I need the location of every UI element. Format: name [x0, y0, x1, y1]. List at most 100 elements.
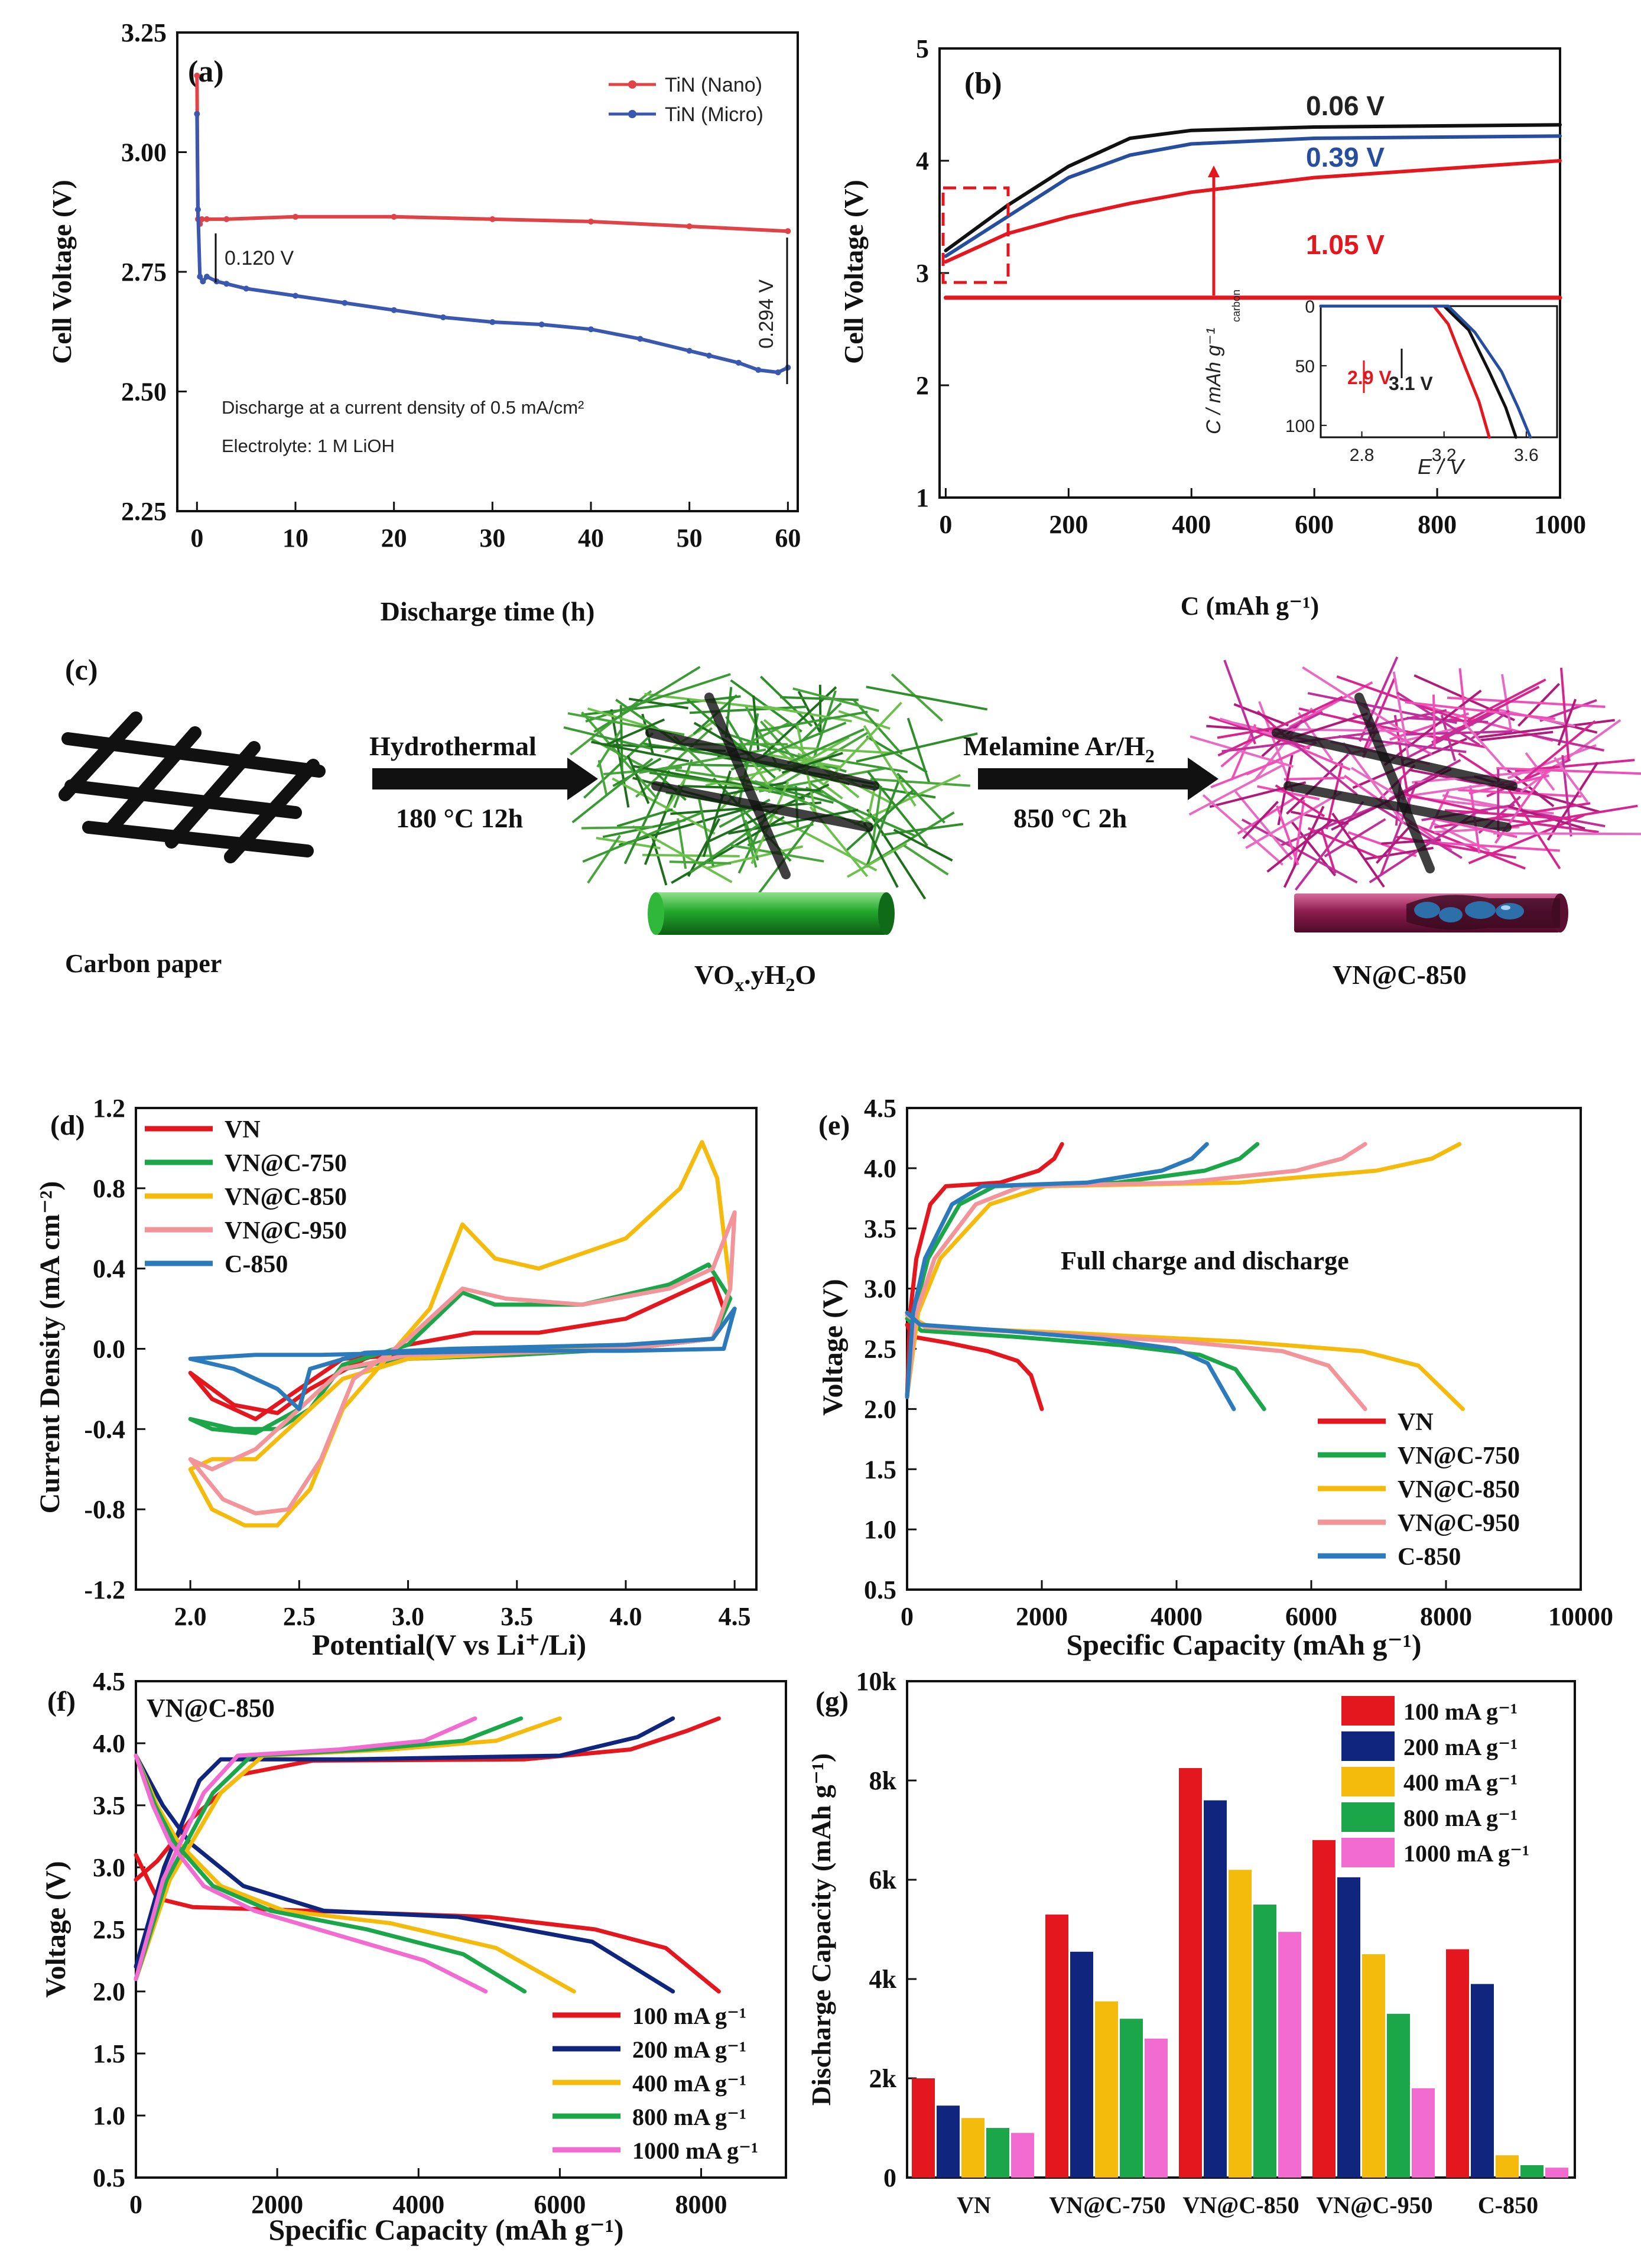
- legend-label-3: 800 mA g⁻¹: [632, 2104, 746, 2130]
- series-point: [440, 314, 446, 320]
- f-series-1-charge: [134, 1716, 675, 1969]
- y-tick-label: -1.2: [84, 1575, 125, 1604]
- vn-nanowire: [1210, 760, 1278, 789]
- bar-VN@C-850-3: [1253, 1905, 1276, 2178]
- x-tick-label: 60: [775, 524, 801, 553]
- panel-b-inset-xlabel: E / V: [1418, 454, 1465, 479]
- vn-nanowire: [1302, 666, 1407, 735]
- vox-nanowire: [670, 801, 822, 815]
- vn-nanowire: [1467, 678, 1546, 722]
- panel-b-xlabel: C (mAh g⁻¹): [1181, 592, 1319, 620]
- y-tick-label: 0.5: [93, 2163, 125, 2192]
- bar-VN@C-850-1: [1204, 1800, 1227, 2178]
- panel-g-label: (g): [815, 1686, 849, 1717]
- f-series-4-charge: [134, 1716, 477, 1981]
- x-tick-label: 3.0: [392, 1602, 424, 1631]
- series-point: [489, 319, 496, 326]
- vn-nanowire: [1324, 818, 1386, 857]
- series-point: [588, 218, 594, 225]
- vn-nanowire: [1392, 671, 1410, 756]
- x-tick-label: 800: [1418, 510, 1457, 539]
- vn-carbon-tube: [1294, 893, 1568, 932]
- x-tick-label: 50: [677, 524, 703, 553]
- vox-label: VOx.yH2O: [694, 960, 816, 995]
- y-tick-label: 1: [916, 483, 929, 512]
- panel-d-ylabel: Current Density (mA cm⁻²): [34, 1181, 66, 1514]
- x-tick-label: 3.5: [501, 1602, 533, 1631]
- x-tick-label: 30: [479, 524, 505, 553]
- vn-nanowire: [1554, 756, 1589, 803]
- vox-nanowire: [612, 777, 716, 835]
- series-point: [243, 285, 249, 292]
- y-tick-label: 0.8: [93, 1174, 125, 1203]
- panel-c: (c) Carbon paper Hydrothermal 180 °C 12h…: [59, 653, 1641, 995]
- x-tick-label: 1000: [1534, 510, 1586, 539]
- vox-nanowire: [585, 672, 731, 723]
- inset-y-tick-label: 0: [1305, 297, 1315, 317]
- panel-e-ticks: 0 2000 4000 6000 8000 10000 0.5 1.0 1.5 2.0 2.5 3.0…: [864, 1094, 1613, 1631]
- series-point: [736, 359, 742, 366]
- series-point: [195, 206, 201, 213]
- panel-b-inset-ylabel-sub: carbon: [1230, 290, 1242, 322]
- bar-VN-2: [961, 2118, 984, 2178]
- y-tick-label: 4.0: [93, 1729, 125, 1758]
- vox-nanowire: [818, 684, 822, 736]
- series-point: [588, 326, 594, 333]
- y-tick-label: 3.5: [93, 1791, 125, 1820]
- vn-nanowire: [1270, 727, 1402, 732]
- vn-nanowire: [1403, 730, 1513, 736]
- vox-nanowire: [750, 781, 789, 865]
- vox-nanowire: [582, 811, 703, 863]
- series-point: [342, 300, 348, 306]
- y-tick-label: 2.5: [864, 1335, 896, 1364]
- vox-nanowire: [597, 760, 608, 796]
- panel-a-ylabel: Cell Voltage (V): [47, 180, 77, 364]
- vox-nanowire: [752, 696, 760, 751]
- vox-tube-start: [648, 892, 664, 935]
- x-tick-label: 0: [939, 510, 952, 539]
- vn-nanowire: [1266, 820, 1333, 873]
- panel-e: (e) 0 2000 4000 6000 8000 10000 0.5 1.0 1.5 2.0 2.…: [817, 1094, 1613, 1661]
- bar-C-850-4: [1545, 2168, 1568, 2178]
- f-series-3-discharge: [134, 1753, 527, 1994]
- vox-nanowire: [649, 771, 721, 783]
- y-tick-label: 3.00: [121, 138, 167, 167]
- panel-a-annotation-electrolyte: Electrolyte: 1 M LiOH: [222, 436, 395, 456]
- vn-nanowire: [1307, 691, 1457, 724]
- series-point: [213, 278, 220, 285]
- vn-nanowire: [1517, 683, 1560, 727]
- y-tick-label: 3.25: [121, 18, 167, 47]
- panel-a-legend-nano: TiN (Nano): [665, 74, 762, 96]
- vn-nanowire: [1359, 656, 1399, 742]
- e-series-4-discharge: [905, 1310, 1236, 1411]
- x-tick-label: 8000: [675, 2190, 727, 2219]
- panel-b-gap-arrowhead: [1208, 165, 1220, 177]
- legend-label-3: VN@C-950: [1398, 1510, 1520, 1537]
- x-tick-label: 2.0: [174, 1602, 207, 1631]
- x-category-label: VN: [957, 2192, 991, 2218]
- f-series-4-discharge: [134, 1753, 488, 1994]
- y-tick-label: 2: [916, 371, 929, 400]
- y-tick-label: 4.5: [93, 1667, 125, 1696]
- cv-curve-2: [188, 1140, 733, 1528]
- vox-nanowire: [605, 718, 665, 747]
- vn-nanowire: [1272, 736, 1351, 771]
- series-point: [223, 216, 230, 222]
- vox-nanowire: [602, 818, 686, 839]
- bar-VN-3: [986, 2128, 1009, 2178]
- series-point: [775, 369, 781, 376]
- step2-bottom-label: 850 °C 2h: [1013, 803, 1127, 833]
- vox-nanowire: [628, 697, 688, 710]
- vox-nanowire: [906, 717, 931, 785]
- e-series-1-discharge: [905, 1317, 1266, 1411]
- e-series-4-charge: [905, 1142, 1209, 1399]
- panel-a-annotation-gap-1: 0.120 V: [225, 247, 294, 269]
- panel-b-zoom-box: [941, 186, 1010, 284]
- vn-nanowire: [1331, 768, 1452, 831]
- vox-nanowire: [587, 834, 621, 884]
- panel-d-legend: VN VN@C-750 VN@C-850 VN@C-950 C-850: [145, 1116, 347, 1278]
- bar-C-850-1: [1471, 1984, 1494, 2178]
- legend-label-1: VN@C-750: [1398, 1442, 1520, 1470]
- y-tick-label: 2.0: [864, 1395, 896, 1424]
- vox-nanowire: [780, 696, 859, 701]
